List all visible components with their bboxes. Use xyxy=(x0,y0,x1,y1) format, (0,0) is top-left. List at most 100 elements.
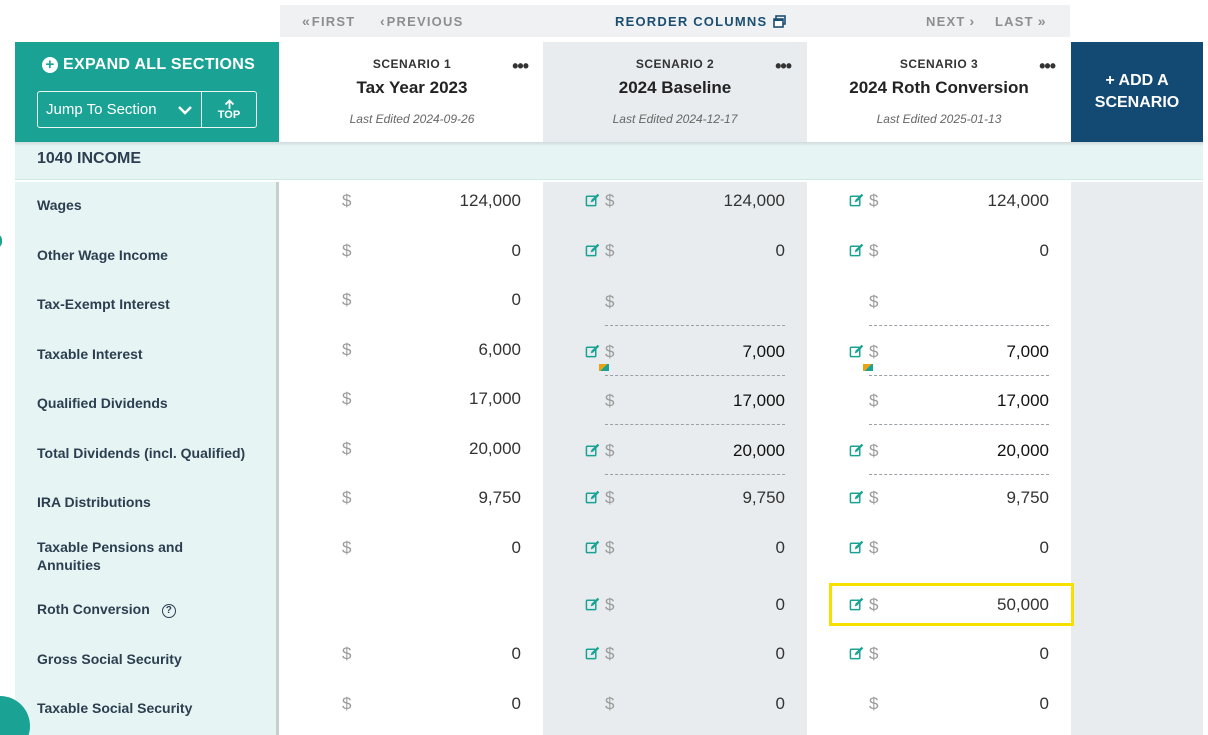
value-cell[interactable]: $0 xyxy=(585,595,785,625)
edit-icon[interactable] xyxy=(585,597,600,612)
value-cell[interactable]: $20,000 xyxy=(585,441,785,475)
cell-value: 17,000 xyxy=(469,389,521,408)
scenario-name: Tax Year 2023 xyxy=(356,78,468,97)
edit-icon[interactable] xyxy=(585,344,600,359)
scenario-3-header: SCENARIO 3 2024 Roth Conversion Last Edi… xyxy=(807,42,1071,142)
more-options-icon[interactable]: ••• xyxy=(512,56,529,76)
scenario-1-column xyxy=(280,182,544,735)
section-header-1040-income[interactable]: 1040 INCOME xyxy=(15,143,1203,180)
next-button[interactable]: NEXT › xyxy=(926,13,974,29)
value-cell[interactable]: $50,000 xyxy=(849,595,1049,625)
input-underline xyxy=(869,375,1049,376)
scenario-nav-bar: «FIRST ‹ PREVIOUS REORDER COLUMNS NEXT › L… xyxy=(280,5,1070,37)
value-cell[interactable]: $0 xyxy=(585,644,785,674)
more-options-icon[interactable]: ••• xyxy=(1039,56,1056,76)
row-label: Qualified Dividends xyxy=(37,395,168,411)
row-label: Taxable Pensions and Annuities xyxy=(37,538,267,574)
edit-icon[interactable] xyxy=(849,490,864,505)
reorder-columns-button[interactable]: REORDER COLUMNS xyxy=(615,14,787,29)
currency-symbol: $ xyxy=(869,441,879,460)
jump-to-section-select[interactable]: Jump To Section xyxy=(38,92,202,127)
edit-icon[interactable] xyxy=(849,540,864,555)
currency-symbol: $ xyxy=(605,488,615,507)
edit-icon[interactable] xyxy=(585,193,600,208)
cell-value: 124,000 xyxy=(459,191,521,210)
edit-icon[interactable] xyxy=(849,344,864,359)
double-chevron-right-icon: » xyxy=(1037,13,1046,29)
side-handle[interactable] xyxy=(0,234,2,248)
edit-icon[interactable] xyxy=(585,443,600,458)
currency-symbol: $ xyxy=(605,538,615,557)
value-cell[interactable]: $17,000 xyxy=(605,391,785,425)
edit-icon[interactable] xyxy=(585,540,600,555)
double-chevron-left-icon: « xyxy=(302,13,310,29)
cell-value: 9,750 xyxy=(478,488,521,507)
value-cell[interactable]: $ xyxy=(605,292,785,326)
value-cell[interactable]: $0 xyxy=(585,241,785,271)
last-label: LAST xyxy=(995,13,1034,29)
expand-all-button[interactable]: + EXPAND ALL SECTIONS xyxy=(42,56,255,74)
add-scenario-line1: + ADD A xyxy=(1105,72,1169,89)
edit-icon[interactable] xyxy=(585,243,600,258)
value-cell[interactable]: $0 xyxy=(849,538,1049,568)
row-label: Total Dividends (incl. Qualified) xyxy=(37,445,246,461)
scenario-2-header: SCENARIO 2 2024 Baseline Last Edited 202… xyxy=(543,42,807,142)
value-cell[interactable]: $0 xyxy=(849,241,1049,271)
edit-icon[interactable] xyxy=(585,646,600,661)
input-underline xyxy=(605,424,785,425)
cell-value: 17,000 xyxy=(733,391,785,410)
question-circle-icon[interactable]: ? xyxy=(161,604,176,618)
value-cell[interactable]: $9,750 xyxy=(849,488,1049,518)
edit-icon[interactable] xyxy=(849,646,864,661)
cell-value: 20,000 xyxy=(997,441,1049,460)
changed-flag-icon xyxy=(599,364,609,371)
scenario-name: 2024 Baseline xyxy=(618,78,732,97)
top-label: TOP xyxy=(217,108,241,121)
value-cell[interactable]: $20,000 xyxy=(849,441,1049,475)
value-cell[interactable]: $7,000 xyxy=(849,342,1049,376)
previous-button[interactable]: ‹ PREVIOUS xyxy=(380,13,463,29)
add-scenario-button[interactable]: + ADD A SCENARIO xyxy=(1071,42,1203,142)
value-cell[interactable]: $0 xyxy=(849,644,1049,674)
top-button[interactable]: TOP xyxy=(202,92,256,127)
edit-icon[interactable] xyxy=(849,597,864,612)
row-label: Taxable Interest xyxy=(37,346,143,362)
row-label: Other Wage Income xyxy=(37,247,168,263)
header-shadow xyxy=(15,142,1203,146)
cell-value: 0 xyxy=(775,538,785,557)
edit-icon[interactable] xyxy=(585,490,600,505)
cell-value: 0 xyxy=(511,694,521,713)
value-cell[interactable]: $124,000 xyxy=(849,191,1049,221)
previous-label: PREVIOUS xyxy=(386,13,464,29)
value-cell[interactable]: $0 xyxy=(585,538,785,568)
currency-symbol: $ xyxy=(605,191,615,210)
edit-icon[interactable] xyxy=(849,193,864,208)
currency-symbol: $ xyxy=(605,644,615,663)
first-button[interactable]: «FIRST xyxy=(302,13,355,29)
cell-value: 0 xyxy=(775,644,785,663)
value-cell: $124,000 xyxy=(342,191,521,221)
value-cell[interactable]: $9,750 xyxy=(585,488,785,518)
value-cell xyxy=(342,595,521,625)
input-underline xyxy=(605,474,785,475)
currency-symbol: $ xyxy=(869,488,879,507)
value-cell: $0 xyxy=(342,241,521,271)
cell-value: 0 xyxy=(1039,694,1049,713)
value-cell[interactable]: $17,000 xyxy=(869,391,1049,425)
scenario-3-column xyxy=(807,182,1071,735)
value-cell[interactable]: $ xyxy=(869,292,1049,326)
cell-value: 0 xyxy=(511,241,521,260)
value-cell[interactable]: $7,000 xyxy=(585,342,785,376)
add-scenario-column xyxy=(1071,182,1203,735)
cell-value: 0 xyxy=(1039,538,1049,557)
edit-icon[interactable] xyxy=(849,243,864,258)
value-cell: $0 xyxy=(342,694,521,724)
currency-symbol: $ xyxy=(869,292,879,311)
row-label: Taxable Social Security xyxy=(37,700,193,716)
window-restore-icon xyxy=(773,14,787,28)
last-button[interactable]: LAST» xyxy=(995,13,1046,29)
edit-icon[interactable] xyxy=(849,443,864,458)
value-cell[interactable]: $124,000 xyxy=(585,191,785,221)
cell-value: 0 xyxy=(775,595,785,614)
more-options-icon[interactable]: ••• xyxy=(775,56,792,76)
